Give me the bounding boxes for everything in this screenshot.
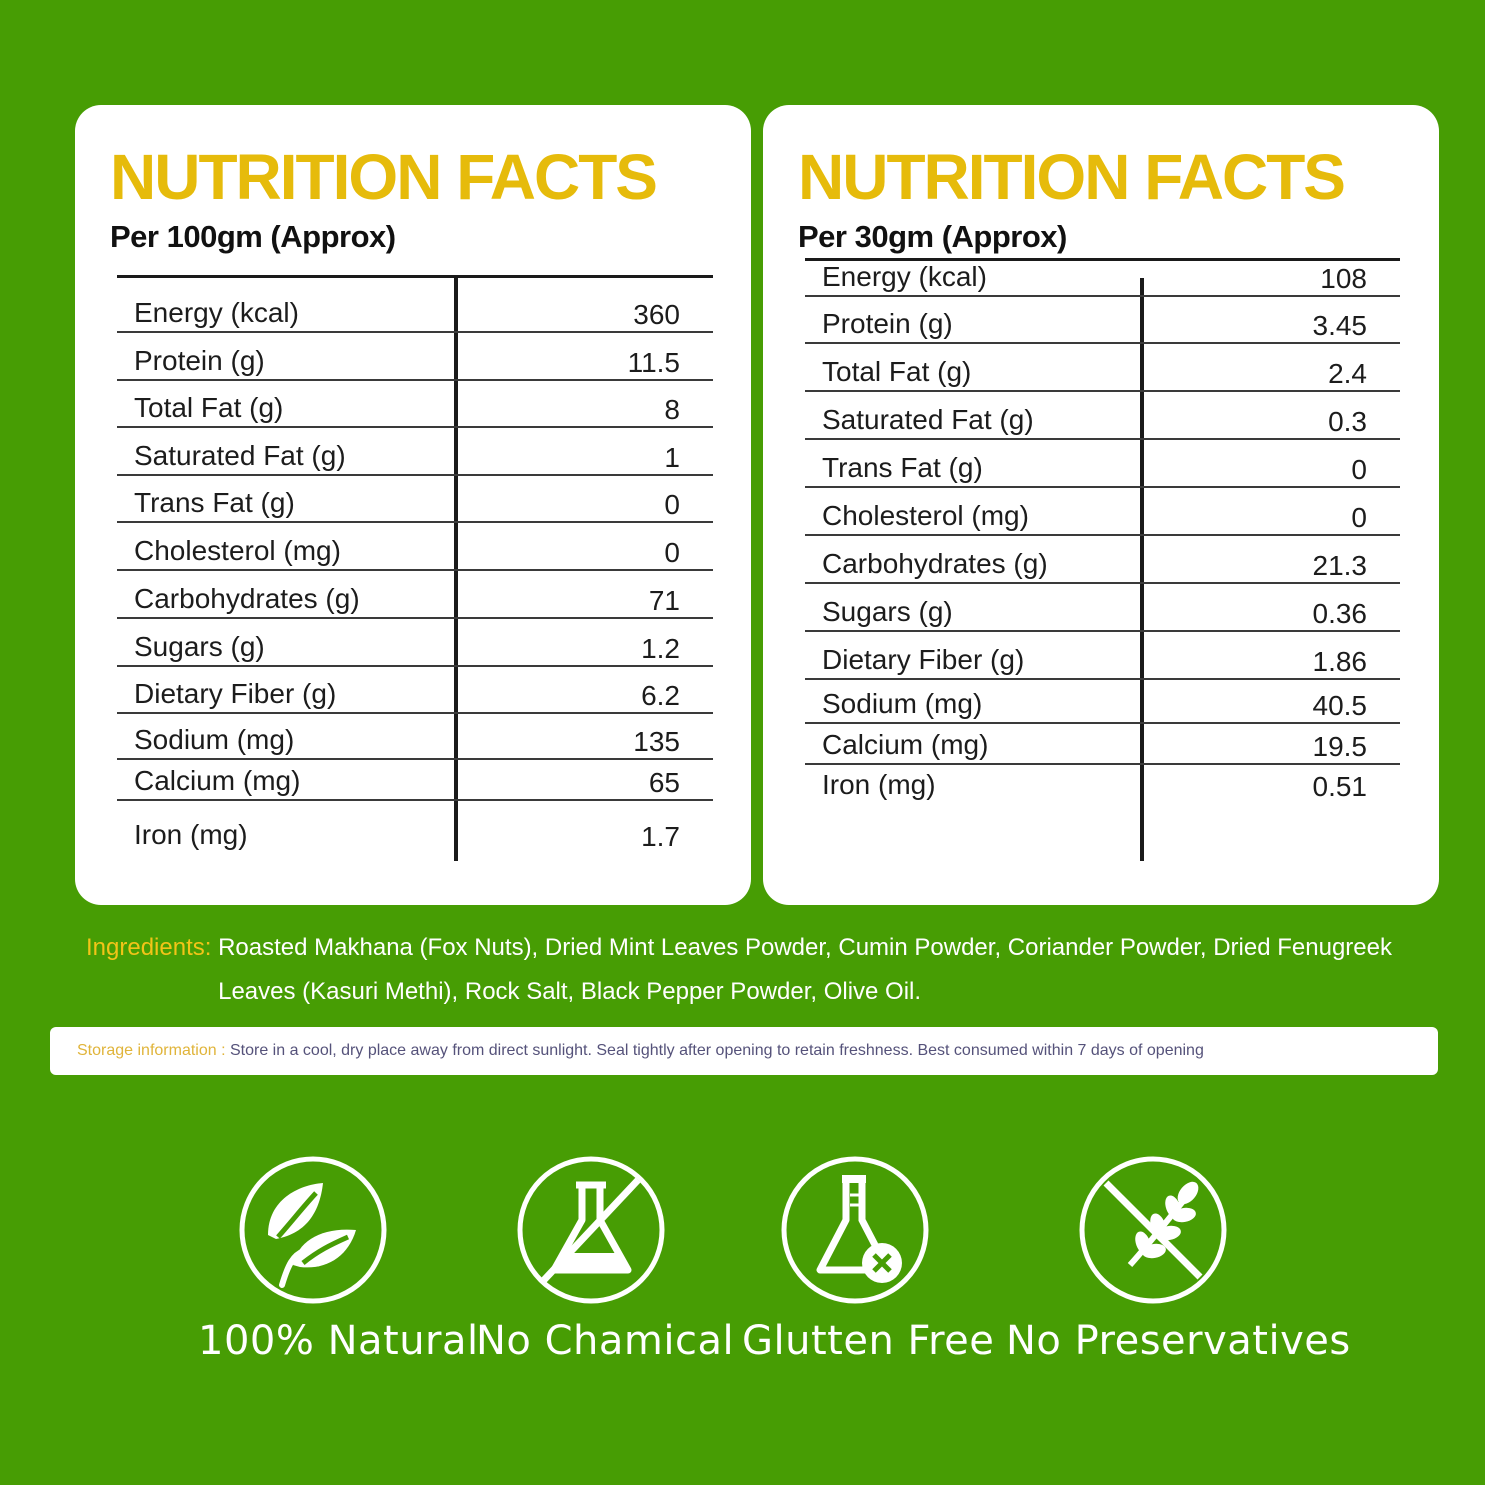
nutrient-label: Saturated Fat (g) bbox=[822, 404, 1034, 435]
nutrient-label: Sodium (mg) bbox=[134, 724, 295, 755]
nutrition-card-per-30g: NUTRITION FACTS Per 30gm (Approx) Energy… bbox=[763, 105, 1439, 905]
nutrient-value: 360 bbox=[633, 299, 680, 330]
nutrient-label: Sodium (mg) bbox=[822, 688, 983, 719]
nutrient-value: 0 bbox=[1351, 454, 1367, 485]
nutrient-label: Dietary Fiber (g) bbox=[822, 644, 1025, 675]
nutrition-row: Dietary Fiber (g) 1.86 bbox=[805, 632, 1400, 680]
nutrition-row: Energy (kcal) 108 bbox=[805, 261, 1400, 297]
nutrition-row: Iron (mg) 1.7 bbox=[117, 801, 713, 853]
nutrition-row: Carbohydrates (g) 21.3 bbox=[805, 536, 1400, 584]
no-chemical-flask-icon bbox=[516, 1155, 666, 1305]
nutrient-value: 108 bbox=[1320, 263, 1367, 294]
nutrient-label: Iron (mg) bbox=[134, 819, 248, 850]
nutrient-label: Sugars (g) bbox=[822, 596, 953, 627]
storage-info-bar: Storage information : Store in a cool, d… bbox=[50, 1027, 1438, 1075]
nutrition-row: Sugars (g) 0.36 bbox=[805, 584, 1400, 632]
ingredients-text: Roasted Makhana (Fox Nuts), Dried Mint L… bbox=[218, 934, 1392, 1005]
no-wheat-icon bbox=[1078, 1155, 1228, 1305]
storage-text: Store in a cool, dry place away from dir… bbox=[229, 1042, 1204, 1059]
nutrient-value: 0.36 bbox=[1312, 598, 1368, 629]
nutrient-value: 6.2 bbox=[641, 680, 680, 711]
nutrient-value: 0.51 bbox=[1312, 771, 1368, 802]
nutrient-value: 2.4 bbox=[1328, 358, 1367, 389]
ingredients-section: Ingredients: Roasted Makhana (Fox Nuts),… bbox=[86, 926, 1476, 1014]
table-top-rule bbox=[805, 258, 1400, 261]
nutrition-row: Iron (mg) 0.51 bbox=[805, 765, 1400, 803]
nutrient-label: Carbohydrates (g) bbox=[134, 583, 360, 614]
natural-badge-icon bbox=[238, 1155, 388, 1305]
table-top-rule bbox=[117, 275, 713, 278]
nutrition-row: Cholesterol (mg) 0 bbox=[805, 488, 1400, 536]
nutrient-value: 0 bbox=[1351, 502, 1367, 533]
nutrient-value: 8 bbox=[664, 394, 680, 425]
nutrition-table: Energy (kcal) 360 Protein (g) 11.5 Total Fat… bbox=[117, 275, 713, 861]
nutrition-row: Cholesterol (mg) 0 bbox=[117, 523, 713, 571]
badge-label-no-preservatives: No Preservatives bbox=[1006, 1318, 1351, 1364]
nutrient-label: Cholesterol (mg) bbox=[822, 500, 1029, 531]
nutrition-row: Protein (g) 3.45 bbox=[805, 297, 1400, 344]
nutrient-value: 21.3 bbox=[1312, 550, 1368, 581]
nutrient-value: 65 bbox=[648, 767, 680, 798]
badge-label-natural: 100% Natural bbox=[198, 1318, 479, 1364]
nutrition-row: Sugars (g) 1.2 bbox=[117, 619, 713, 667]
nutrition-row: Saturated Fat (g) 0.3 bbox=[805, 392, 1400, 440]
nutrient-label: Energy (kcal) bbox=[134, 297, 299, 328]
nutrition-row: Energy (kcal) 360 bbox=[117, 278, 713, 333]
nutrient-label: Sugars (g) bbox=[134, 631, 265, 662]
nutrient-value: 0 bbox=[664, 537, 680, 568]
nutrient-label: Calcium (mg) bbox=[822, 729, 989, 760]
nutrient-value: 1 bbox=[664, 442, 680, 473]
nutrient-label: Iron (mg) bbox=[822, 769, 936, 800]
nutrient-label: Calcium (mg) bbox=[134, 765, 301, 796]
nutrient-value: 0.3 bbox=[1328, 406, 1367, 437]
nutrient-label: Cholesterol (mg) bbox=[134, 535, 341, 566]
nutrition-row: Sodium (mg) 40.5 bbox=[805, 680, 1400, 724]
serving-size: Per 30gm (Approx) bbox=[798, 219, 1067, 254]
nutrient-label: Trans Fat (g) bbox=[134, 487, 295, 518]
card-title: NUTRITION FACTS bbox=[798, 141, 1346, 213]
nutrient-value: 1.86 bbox=[1312, 646, 1368, 677]
nutrient-label: Trans Fat (g) bbox=[822, 452, 983, 483]
nutrition-row: Sodium (mg) 135 bbox=[117, 714, 713, 760]
ingredients-label: Ingredients: bbox=[86, 934, 212, 961]
nutrition-row: Carbohydrates (g) 71 bbox=[117, 571, 713, 619]
nutrient-value: 135 bbox=[633, 726, 680, 757]
nutrient-value: 11.5 bbox=[627, 347, 680, 378]
nutrition-row: Trans Fat (g) 0 bbox=[805, 440, 1400, 488]
badge-label-gluten-free: Glutten Free bbox=[742, 1318, 995, 1364]
nutrient-value: 0 bbox=[664, 489, 680, 520]
nutrient-label: Carbohydrates (g) bbox=[822, 548, 1048, 579]
storage-label: Storage information : bbox=[77, 1042, 226, 1059]
nutrient-label: Total Fat (g) bbox=[134, 392, 284, 423]
nutrient-value: 1.2 bbox=[641, 633, 680, 664]
table-column-divider bbox=[1140, 278, 1144, 861]
nutrient-value: 1.7 bbox=[641, 821, 680, 852]
nutrient-label: Protein (g) bbox=[822, 308, 953, 339]
serving-size: Per 100gm (Approx) bbox=[110, 219, 396, 254]
nutrition-card-per-100g: NUTRITION FACTS Per 100gm (Approx) Energ… bbox=[75, 105, 751, 905]
nutrition-row: Calcium (mg) 65 bbox=[117, 760, 713, 801]
nutrient-label: Energy (kcal) bbox=[822, 261, 987, 292]
nutrient-value: 40.5 bbox=[1312, 690, 1368, 721]
nutrition-row: Total Fat (g) 2.4 bbox=[805, 344, 1400, 392]
nutrient-value: 71 bbox=[648, 585, 680, 616]
nutrient-value: 3.45 bbox=[1312, 310, 1368, 341]
nutrient-label: Protein (g) bbox=[134, 345, 265, 376]
nutrition-row: Protein (g) 11.5 bbox=[117, 333, 713, 381]
nutrient-label: Dietary Fiber (g) bbox=[134, 678, 337, 709]
nutrition-row: Dietary Fiber (g) 6.2 bbox=[117, 667, 713, 714]
nutrient-label: Saturated Fat (g) bbox=[134, 440, 346, 471]
gluten-free-flask-icon bbox=[780, 1155, 930, 1305]
nutrient-label: Total Fat (g) bbox=[822, 356, 972, 387]
nutrient-value: 19.5 bbox=[1312, 731, 1368, 762]
nutrition-row: Total Fat (g) 8 bbox=[117, 381, 713, 428]
nutrition-table: Energy (kcal) 108 Protein (g) 3.45 Total Fat… bbox=[805, 258, 1400, 862]
nutrition-row: Trans Fat (g) 0 bbox=[117, 476, 713, 523]
nutrition-row: Saturated Fat (g) 1 bbox=[117, 428, 713, 476]
card-title: NUTRITION FACTS bbox=[110, 141, 658, 213]
badge-label-no-chemical: No Chamical bbox=[476, 1318, 735, 1364]
nutrition-row: Calcium (mg) 19.5 bbox=[805, 724, 1400, 765]
